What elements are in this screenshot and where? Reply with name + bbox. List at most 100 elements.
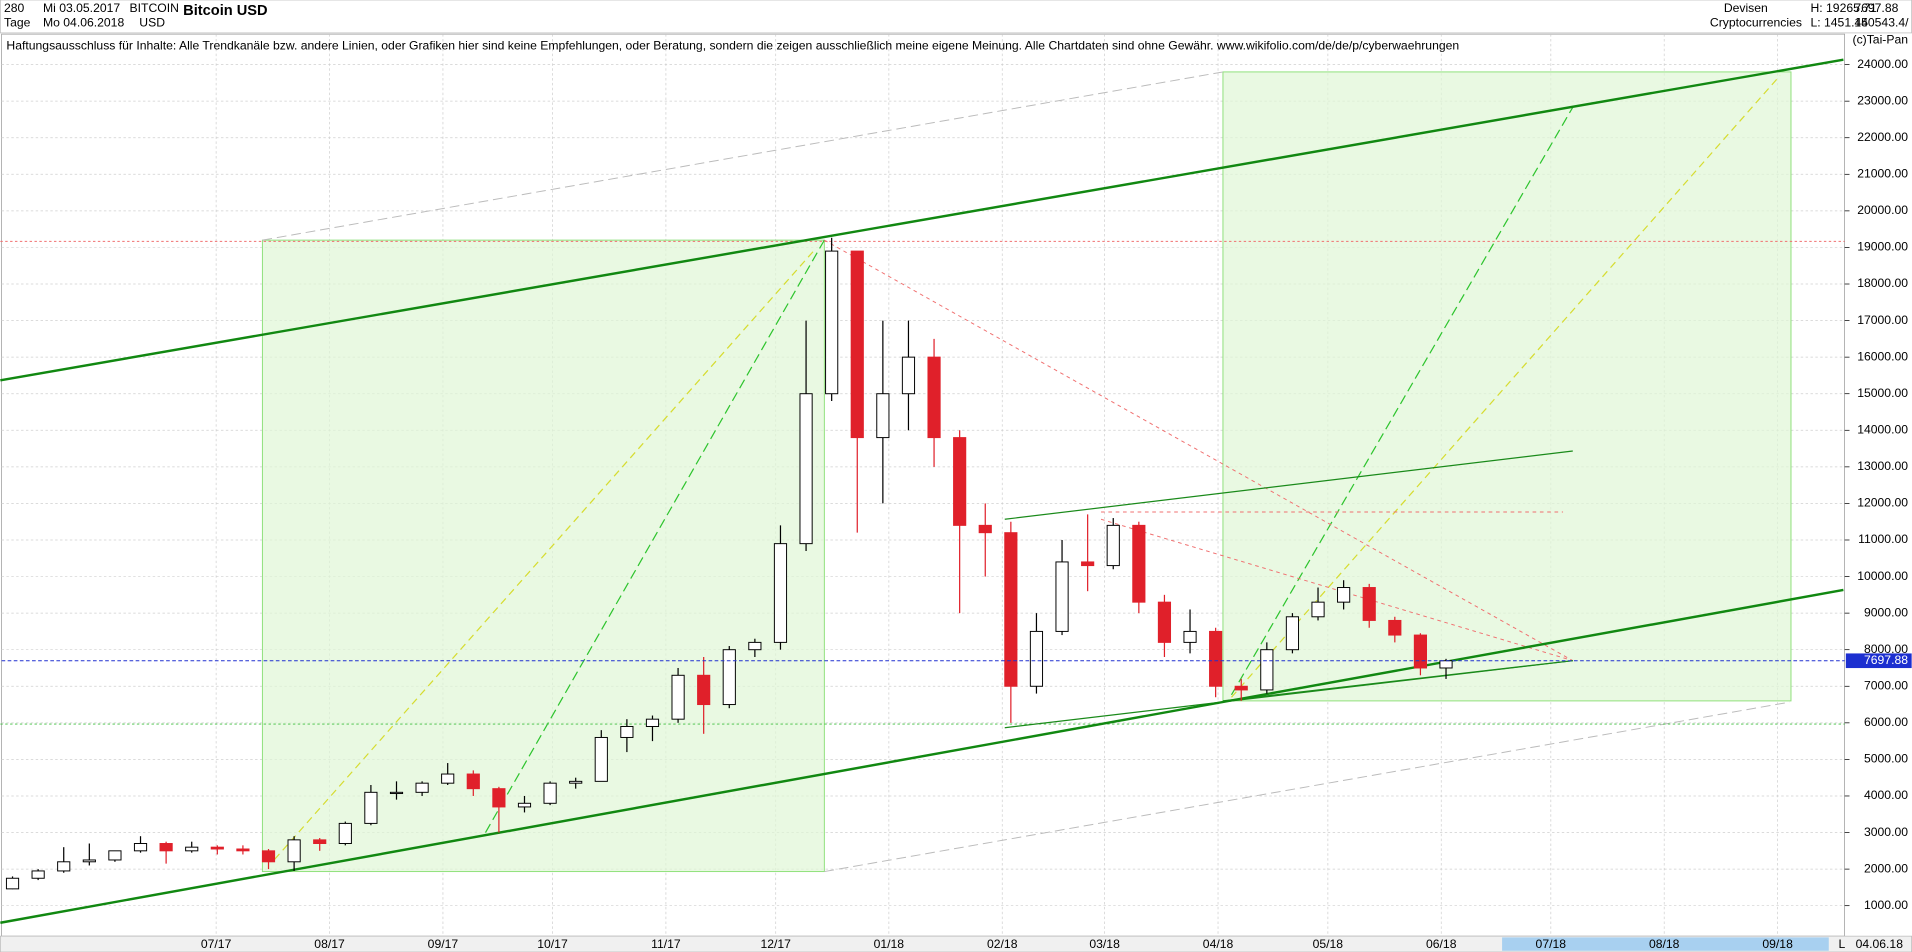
last-price-tag [1845, 653, 1912, 669]
start-date: Mi 03.05.2017 [43, 1, 120, 15]
candle-body [389, 791, 404, 795]
footer: L 04.06.18 [0, 935, 1912, 952]
high-label: H: 19265.71 [1810, 1, 1877, 15]
candle-body [261, 850, 276, 863]
candle-body [1439, 660, 1453, 669]
candle-body [1285, 616, 1300, 651]
x-tick-label: 09/17 [428, 937, 459, 951]
y-tick-label: 2000.00 [1864, 861, 1908, 875]
x-tick-label: 06/18 [1426, 937, 1457, 951]
candle-body [492, 788, 506, 808]
y-tick-label: 10000.00 [1857, 569, 1908, 583]
candle-body [1106, 524, 1120, 567]
x-tick-label: 08/17 [314, 937, 345, 951]
candle-body [1413, 634, 1428, 669]
y-tick-label: 20000.00 [1857, 203, 1908, 217]
candle-body [441, 773, 455, 784]
y-tick-label: 17000.00 [1857, 313, 1908, 327]
period: 280 [4, 1, 25, 15]
candle-body [364, 791, 378, 824]
x-tick-label: 12/17 [760, 937, 791, 951]
candle-body [748, 641, 762, 651]
x-tick-label: 04/18 [1203, 937, 1234, 951]
candle-body [1183, 630, 1197, 643]
candle-body [1234, 685, 1248, 691]
footer-date: 04.06.18 [1856, 937, 1904, 951]
candle-body [1311, 601, 1325, 618]
candle-body [569, 780, 583, 784]
candle-body [236, 848, 250, 852]
candle-body [415, 782, 429, 793]
candle-body [927, 356, 941, 439]
candle-body [876, 393, 890, 439]
x-tick-label: 01/18 [874, 937, 905, 951]
group: Cryptocurrencies [1710, 15, 1802, 29]
x-tick-label: 07/18 [1536, 937, 1567, 951]
candle-body [645, 718, 660, 727]
candle-body [466, 773, 480, 790]
x-tick-label: 08/18 [1649, 937, 1680, 951]
candle-body [210, 846, 224, 850]
candle-body [1004, 532, 1018, 687]
y-tick-label: 19000.00 [1857, 240, 1908, 254]
candle-body [697, 674, 711, 706]
y-tick-label: 7000.00 [1864, 678, 1908, 692]
y-tick-label: 9000.00 [1864, 605, 1908, 619]
candle-body [594, 736, 608, 782]
y-tick-label: 16000.00 [1857, 349, 1908, 363]
y-tick-label: 3000.00 [1864, 825, 1908, 839]
candle-body [671, 674, 685, 720]
candle-body [1081, 561, 1095, 567]
footer-mode: L [1839, 937, 1846, 951]
volume-label: 150543.4/ [1854, 15, 1909, 29]
x-tick-label: 10/17 [537, 937, 568, 951]
candle-body [82, 859, 96, 863]
candle-body [620, 726, 634, 738]
candle-body [953, 437, 967, 526]
x-tick-label: 07/17 [201, 937, 232, 951]
candle-body [850, 250, 864, 439]
candle-body [825, 250, 839, 395]
chart-title: Bitcoin USD [183, 3, 267, 19]
y-tick-label: 14000.00 [1857, 423, 1908, 437]
candle-body [517, 802, 532, 808]
candle-body [159, 843, 173, 852]
x-tick-label: 03/18 [1089, 937, 1120, 951]
market: Devisen [1724, 1, 1768, 15]
y-tick-label: 1000.00 [1864, 898, 1908, 912]
candle-body [5, 877, 20, 890]
y-tick-label: 22000.00 [1857, 130, 1908, 144]
candle-body [1362, 587, 1376, 621]
candle-body [133, 843, 148, 852]
x-tick-label: 05/18 [1313, 937, 1344, 951]
candle-body [901, 356, 916, 395]
candle-body [543, 782, 557, 804]
candle-body [1157, 601, 1172, 643]
disclaimer: Haftungsausschluss für Inhalte: Alle Tre… [6, 39, 1459, 53]
y-tick-label: 8000.00 [1864, 642, 1908, 656]
y-tick-label: 12000.00 [1857, 496, 1908, 510]
candle-body [338, 822, 352, 845]
symbol: BITCOIN [130, 1, 179, 15]
candle-body [185, 846, 199, 852]
candle-body [978, 524, 992, 534]
candle-body [57, 861, 71, 872]
x-tick-label: 11/17 [651, 937, 681, 951]
y-tick-label: 18000.00 [1857, 276, 1908, 290]
y-tick-label: 4000.00 [1864, 788, 1908, 802]
low-label: L: 1451.44 [1810, 15, 1868, 29]
candle-body [313, 839, 327, 845]
candle-body [108, 850, 122, 861]
candle-body [1209, 630, 1223, 687]
candle-body [1055, 561, 1069, 632]
copyright: (c)Tai-Pan [1853, 32, 1908, 46]
y-tick-label: 15000.00 [1857, 386, 1908, 400]
unit: Tage [4, 15, 31, 29]
candle-body [1260, 649, 1274, 691]
last-price-label: 7697.88 [1864, 653, 1908, 667]
candle-body [1132, 524, 1146, 603]
last-label: 7697.88 [1854, 1, 1898, 15]
candle-body [287, 839, 301, 863]
